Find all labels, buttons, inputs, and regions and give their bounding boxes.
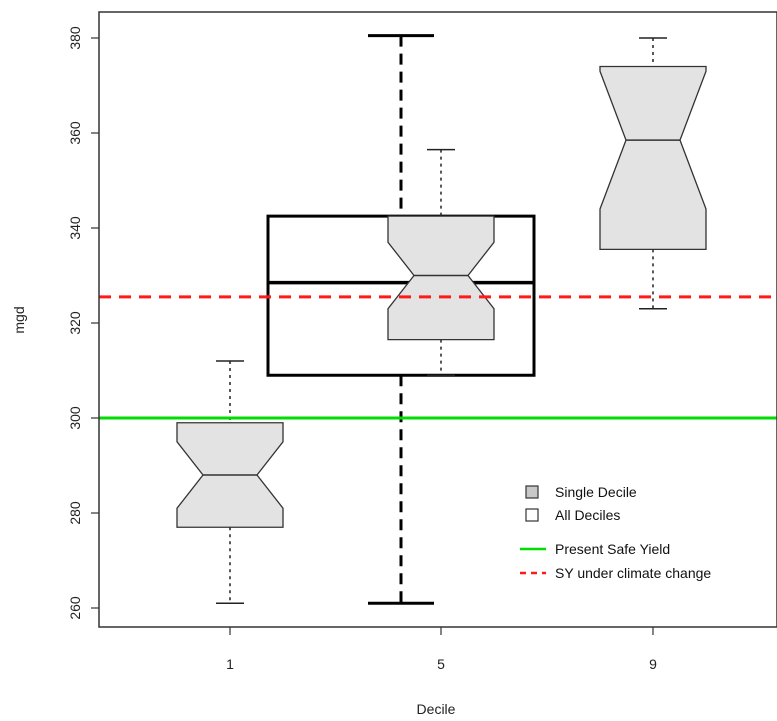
plot-frame (98, 11, 777, 628)
single-decile-box (599, 37, 707, 310)
legend-label: SY under climate change (555, 565, 711, 581)
x-tick-label: 1 (226, 656, 234, 672)
y-tick-label: 300 (67, 406, 83, 430)
legend-swatch-single-decile (525, 485, 539, 499)
x-axis-title: Decile (417, 701, 456, 717)
y-tick-label: 280 (67, 501, 83, 525)
x-tick-label: 9 (649, 656, 657, 672)
y-tick-label: 360 (67, 121, 83, 145)
legend-label: Single Decile (555, 484, 637, 500)
single-decile-box (387, 148, 495, 376)
y-axis: 260 280 300 320 340 360 380 (67, 26, 99, 620)
y-tick-label: 340 (67, 216, 83, 240)
legend-swatch-all-deciles (525, 508, 539, 522)
plot-area (98, 11, 777, 628)
single-decile-box (176, 360, 284, 604)
x-axis: 1 5 9 (226, 627, 657, 672)
y-tick-label: 320 (67, 311, 83, 335)
notched-box (387, 215, 495, 341)
legend-label: Present Safe Yield (555, 541, 670, 557)
x-tick-label: 5 (437, 656, 445, 672)
y-tick-label: 380 (67, 26, 83, 50)
legend-label: All Deciles (555, 507, 620, 523)
notched-box (599, 65, 707, 251)
legend: Single Decile All Deciles Present Safe Yie… (520, 484, 711, 581)
y-axis-title: mgd (11, 306, 27, 333)
y-tick-label: 260 (67, 596, 83, 620)
